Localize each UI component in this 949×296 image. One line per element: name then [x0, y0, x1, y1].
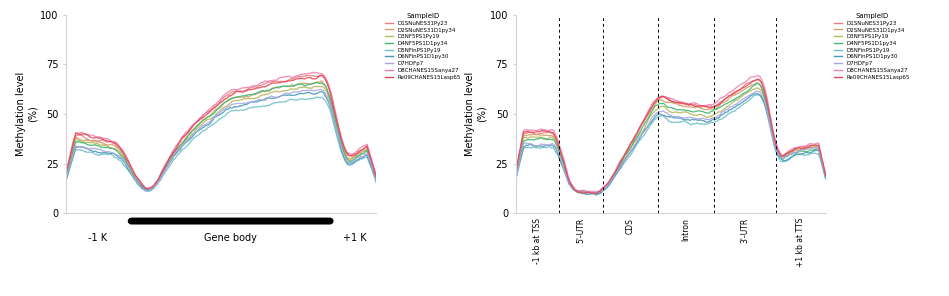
Y-axis label: Methylation level
(%): Methylation level (%): [16, 72, 38, 156]
Legend: D1SNuNES31Py23, D2SNuNES31D1py34, D3NF5PS1Py19, D4NF5PS1D1py34, D5NFinPS1Py19, D: D1SNuNES31Py23, D2SNuNES31D1py34, D3NF5P…: [832, 11, 912, 82]
Text: -1 K: -1 K: [88, 233, 107, 243]
Text: +1 K: +1 K: [343, 233, 366, 243]
Legend: D1SNuNES31Py23, D2SNuNES31D1py34, D3NF5PS1Py19, D4NF5PS1D1py34, D5NFinPS1Py19, D: D1SNuNES31Py23, D2SNuNES31D1py34, D3NF5P…: [382, 11, 463, 82]
Text: Gene body: Gene body: [204, 233, 257, 243]
Y-axis label: Methylation level
(%): Methylation level (%): [465, 72, 487, 156]
